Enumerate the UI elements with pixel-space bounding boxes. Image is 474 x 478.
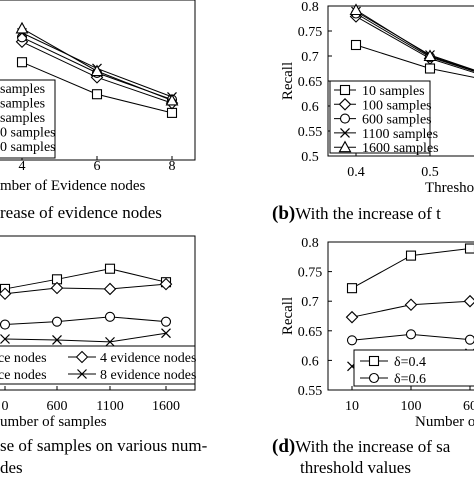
caption-b-tag: (b) <box>272 203 295 224</box>
y-tick-label-d-5: 0.55 <box>298 384 323 399</box>
y-tick-label-b-6: 0.5 <box>301 150 319 165</box>
legend-label-a-2: samples <box>0 111 45 126</box>
x-tick-label-a-2: 8 <box>169 159 176 174</box>
y-axis-label-d: Recall <box>280 297 296 335</box>
caption-b-text: With the increase of t <box>295 204 441 223</box>
caption-d-tag: (d) <box>272 436 295 457</box>
y-tick-label-d-1: 0.75 <box>298 266 323 281</box>
x-tick-label-d-1: 100 <box>401 399 422 414</box>
x-tick-label-a-1: 6 <box>94 159 101 174</box>
x-axis-label-b: Thresho <box>425 180 474 196</box>
data-point-b-0-1 <box>426 64 435 73</box>
legend-label-d-2: δ=0.6 <box>394 372 426 387</box>
y-tick-label-b-5: 0.55 <box>298 125 323 140</box>
y-tick-label-d-4: 0.6 <box>301 354 319 369</box>
caption-c: se of samples on various num- <box>0 436 207 456</box>
y-tick-label-b-1: 0.75 <box>298 25 323 40</box>
x-tick-label-c-3: 1600 <box>152 399 180 414</box>
legend-label-a-1: samples <box>0 97 45 112</box>
x-tick-label-b-0: 0.4 <box>347 165 365 180</box>
data-point-c-2-1 <box>53 317 62 326</box>
legend-marker-d-2 <box>370 374 379 383</box>
data-point-d-2-2 <box>466 335 474 344</box>
data-point-c-2-3 <box>162 317 171 326</box>
legend-marker-d-0 <box>370 357 379 366</box>
caption-a: rease of evidence nodes <box>0 203 162 223</box>
data-point-a-0-1 <box>93 90 102 99</box>
y-tick-label-d-3: 0.65 <box>298 325 323 340</box>
x-axis-label-d: Number of <box>415 414 474 430</box>
data-point-d-0-2 <box>466 244 474 253</box>
caption-b: (b)With the increase of t <box>272 203 441 225</box>
y-tick-label-b-2: 0.7 <box>301 50 319 65</box>
legend-label-b-2: 600 samples <box>362 113 432 128</box>
x-axis-label-a: mber of Evidence nodes <box>0 178 146 194</box>
series-line-b-1 <box>356 17 474 83</box>
y-tick-label-b-0: 0.8 <box>301 0 319 15</box>
data-point-c-1-2 <box>105 283 116 294</box>
data-point-a-4-0 <box>17 23 28 33</box>
caption-d: (d)With the increase of sa <box>272 436 450 458</box>
legend-label-a-0: samples <box>0 82 45 97</box>
data-point-c-2-2 <box>106 312 115 321</box>
legend-label-a-3: 0 samples <box>0 126 56 141</box>
x-axis-label-c: umber of samples <box>0 414 107 430</box>
data-point-a-0-0 <box>18 58 27 67</box>
x-tick-label-a-0: 4 <box>19 159 26 174</box>
legend-marker-b-2 <box>341 114 350 123</box>
legend-label-b-3: 1100 samples <box>362 127 438 142</box>
data-point-c-2-0 <box>1 320 10 329</box>
y-tick-label-b-3: 0.65 <box>298 75 323 90</box>
data-point-d-1-1 <box>406 299 417 310</box>
legend-label-b-1: 100 samples <box>362 98 432 113</box>
legend-label-d-0: δ=0.4 <box>394 355 426 370</box>
series-line-c-2 <box>5 317 166 325</box>
series-line-b-3 <box>356 12 474 81</box>
series-line-b-4 <box>356 10 474 81</box>
caption-c-line2: des <box>0 458 23 478</box>
y-tick-label-b-4: 0.6 <box>301 100 319 115</box>
legend-label-c-3: 8 evidence nodes <box>100 368 196 383</box>
y-tick-label-d-2: 0.7 <box>301 295 319 310</box>
y-axis-label-b: Recall <box>280 62 296 100</box>
legend-label-c-0: ce nodes <box>0 351 47 366</box>
caption-d-line2: threshold values <box>300 458 411 478</box>
data-point-d-2-1 <box>407 330 416 339</box>
data-point-b-0-0 <box>352 41 361 50</box>
legend-label-c-2: ce nodes <box>0 368 47 383</box>
data-point-c-0-2 <box>106 264 115 273</box>
x-tick-label-c-2: 1100 <box>96 399 123 414</box>
legend-label-a-4: 0 samples <box>0 140 56 155</box>
series-line-c-1 <box>5 284 166 294</box>
data-point-d-1-2 <box>465 296 474 307</box>
x-tick-label-d-2: 60 <box>463 399 474 414</box>
legend-marker-b-0 <box>341 86 350 95</box>
x-tick-label-b-1: 0.5 <box>421 165 439 180</box>
data-point-d-2-0 <box>348 336 357 345</box>
x-tick-label-d-0: 10 <box>345 399 359 414</box>
data-point-a-0-2 <box>168 108 177 117</box>
series-line-c-3 <box>5 333 166 342</box>
data-point-d-1-0 <box>347 312 358 323</box>
legend-label-c-1: 4 evidence nodes <box>100 351 196 366</box>
x-tick-label-c-1: 600 <box>47 399 68 414</box>
legend-label-b-4: 1600 samples <box>362 141 439 156</box>
caption-d-text: With the increase of sa <box>295 437 450 456</box>
data-point-d-0-0 <box>348 284 357 293</box>
x-tick-label-c-0: 0 <box>2 399 9 414</box>
y-tick-label-d-0: 0.8 <box>301 236 319 251</box>
legend-label-b-0: 10 samples <box>362 84 425 99</box>
data-point-d-0-1 <box>407 251 416 260</box>
